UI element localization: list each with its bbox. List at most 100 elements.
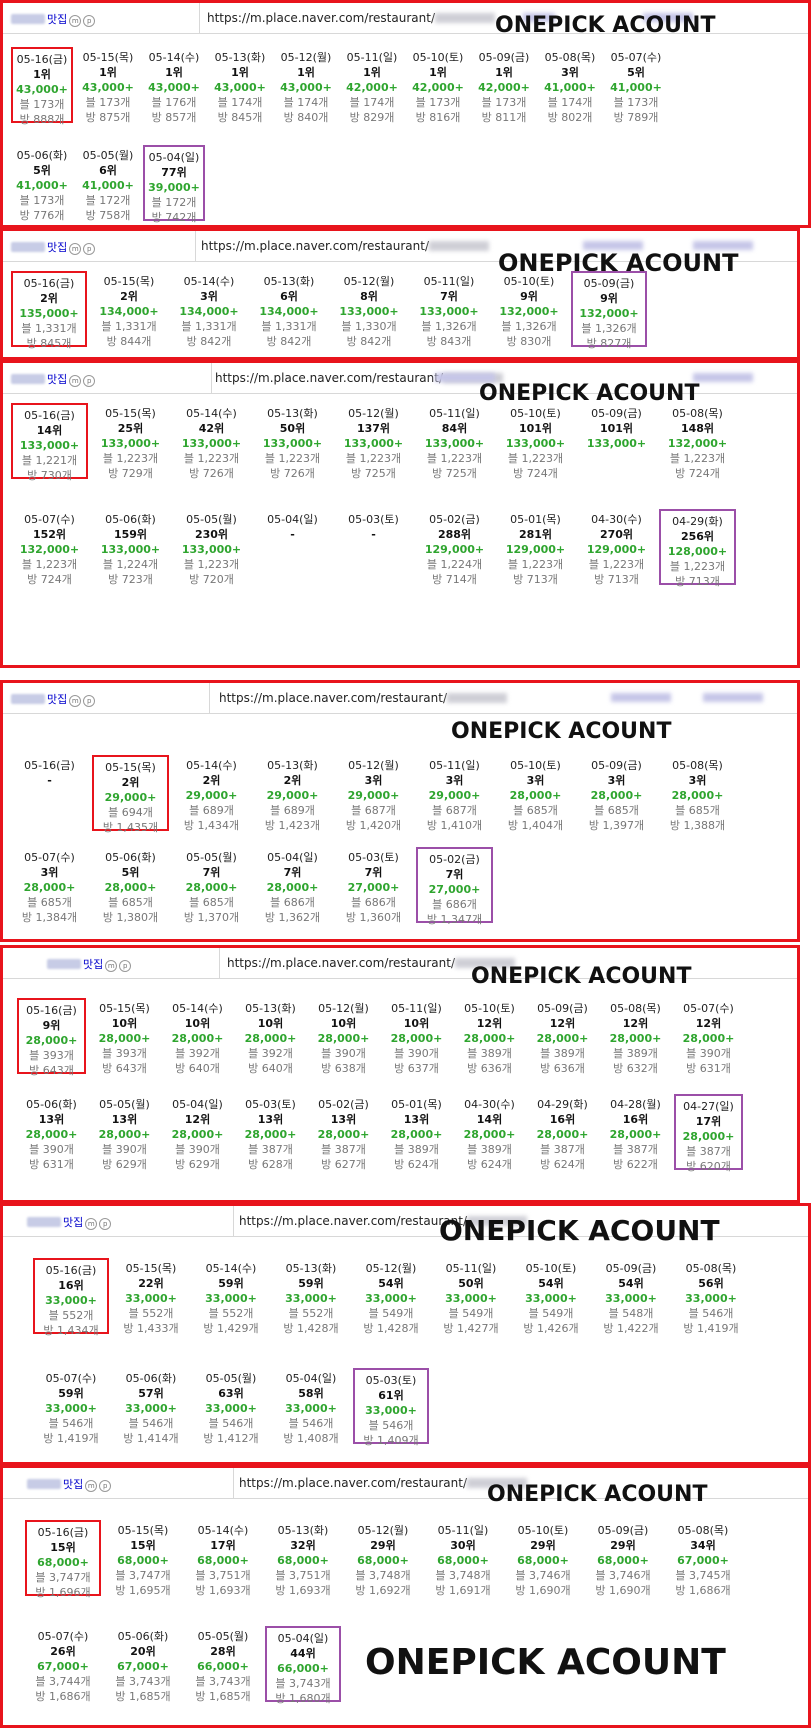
visit-review-count: 방 842개 bbox=[346, 335, 392, 348]
rank-cell: 05-12(월) 10위 28,000+ 블 390개 방 638개 bbox=[309, 998, 378, 1075]
date-label: 05-08(목) bbox=[677, 1524, 729, 1537]
place-url[interactable]: https://m.place.naver.com/restaurant/ bbox=[201, 239, 489, 253]
rank-cell: 05-14(수) 1위 43,000+ 블 176개 방 857개 bbox=[143, 47, 205, 124]
blog-review-count: 블 686개 bbox=[432, 898, 477, 911]
keyword-link[interactable]: 맛집 m p bbox=[11, 11, 96, 27]
visit-review-count: 방 802개 bbox=[547, 111, 593, 124]
blog-review-count: 블 685개 bbox=[189, 896, 234, 909]
rank-cell: 05-09(금) 29위 68,000+ 블 3,746개 방 1,690개 bbox=[585, 1520, 661, 1597]
visitor-count: 68,000+ bbox=[37, 1556, 89, 1569]
watermark-text: ONEPICK ACOUNT bbox=[479, 381, 700, 406]
rank-value: 61위 bbox=[378, 1389, 404, 1402]
rank-value: 22위 bbox=[138, 1277, 164, 1290]
date-label: 05-12(월) bbox=[357, 1524, 409, 1537]
visit-review-count: 방 624개 bbox=[540, 1158, 585, 1171]
keyword-link[interactable]: 맛집 m p bbox=[11, 371, 96, 387]
rank-value: 101위 bbox=[518, 422, 553, 435]
date-label: 05-05(월) bbox=[82, 149, 134, 162]
rank-cell: 05-13(화) 59위 33,000+ 블 552개 방 1,428개 bbox=[273, 1258, 349, 1335]
blog-review-count: 블 687개 bbox=[351, 804, 396, 817]
visit-review-count: 방 1,408개 bbox=[283, 1432, 339, 1445]
place-url[interactable]: https://m.place.naver.com/restaurant/ bbox=[219, 691, 507, 705]
place-badge-icon: p bbox=[119, 960, 132, 972]
place-badge-icon: p bbox=[99, 1218, 112, 1230]
rank-cell: 05-05(월) 28위 66,000+ 블 3,743개 방 1,685개 bbox=[185, 1626, 261, 1703]
rank-value: 63위 bbox=[218, 1387, 244, 1400]
ranking-panel: 맛집 m p https://m.place.naver.com/restaurant… bbox=[0, 945, 800, 1203]
blog-review-count: 블 389개 bbox=[394, 1143, 439, 1156]
blog-review-count: 블 1,223개 bbox=[264, 452, 321, 465]
place-url[interactable]: https://m.place.naver.com/restaurant/ bbox=[207, 11, 495, 25]
visit-review-count: 방 1,434개 bbox=[183, 819, 240, 832]
visit-review-count: 방 724개 bbox=[513, 467, 558, 480]
place-url-text: https://m.place.naver.com/restaurant/ bbox=[201, 239, 429, 253]
date-label: 05-12(월) bbox=[348, 759, 399, 772]
rank-cell: 05-02(금) 288위 129,000+ 블 1,224개 방 714개 bbox=[416, 509, 493, 586]
visit-review-count: 방 816개 bbox=[415, 111, 461, 124]
keyword-link[interactable]: 맛집 m p bbox=[27, 1476, 112, 1492]
watermark-text: ONEPICK ACOUNT bbox=[495, 13, 716, 38]
rank-cell: 05-09(금) 12위 28,000+ 블 389개 방 636개 bbox=[528, 998, 597, 1075]
visitor-count: 28,000+ bbox=[244, 1032, 297, 1045]
rank-cell: 05-08(목) 3위 41,000+ 블 174개 방 802개 bbox=[539, 47, 601, 124]
blog-review-count: 블 1,223개 bbox=[21, 558, 78, 571]
rank-value: 7위 bbox=[364, 866, 383, 879]
place-url[interactable]: https://m.place.naver.com/restaurant/ bbox=[227, 956, 515, 970]
date-label: 05-03(토) bbox=[245, 1098, 296, 1111]
visit-review-count: 방 875개 bbox=[85, 111, 131, 124]
mobile-badge-icon: m bbox=[69, 695, 82, 707]
visitor-count: 28,000+ bbox=[682, 1032, 735, 1045]
blog-review-count: 블 1,331개 bbox=[21, 322, 77, 335]
visit-review-count: 방 1,695개 bbox=[115, 1584, 171, 1597]
keyword-link[interactable]: 맛집 m p bbox=[11, 691, 96, 707]
blog-review-count: 블 1,330개 bbox=[341, 320, 397, 333]
ranking-panel: 맛집 m p https://m.place.naver.com/restaurant… bbox=[0, 1465, 811, 1728]
rank-cell: 05-03(토) - bbox=[335, 509, 412, 585]
blog-review-count: 블 3,751개 bbox=[275, 1569, 331, 1582]
date-label: 05-14(수) bbox=[183, 275, 235, 288]
rank-value: 16위 bbox=[622, 1113, 649, 1126]
blurred-info bbox=[643, 13, 693, 22]
visitor-count: 28,000+ bbox=[317, 1128, 370, 1141]
rank-cell: 05-08(목) 56위 33,000+ 블 546개 방 1,419개 bbox=[673, 1258, 749, 1335]
place-url[interactable]: https://m.place.naver.com/restaurant/ bbox=[239, 1476, 527, 1490]
visit-review-count: 방 843개 bbox=[426, 335, 472, 348]
blog-review-count: 블 387개 bbox=[613, 1143, 658, 1156]
blurred-info bbox=[435, 373, 495, 382]
visitor-count: 41,000+ bbox=[16, 179, 68, 192]
visitor-count: 29,000+ bbox=[266, 789, 319, 802]
mobile-badge-icon: m bbox=[105, 960, 118, 972]
visit-review-count: 방 829개 bbox=[349, 111, 395, 124]
date-label: 05-16(금) bbox=[45, 1264, 97, 1277]
place-url-text: https://m.place.naver.com/restaurant/ bbox=[215, 371, 443, 385]
place-url[interactable]: https://m.place.naver.com/restaurant/ bbox=[239, 1214, 527, 1228]
keyword-link[interactable]: 맛집 m p bbox=[27, 1214, 112, 1230]
rank-value: 54위 bbox=[618, 1277, 644, 1290]
rank-cell: 05-12(월) 137위 133,000+ 블 1,223개 방 725개 bbox=[335, 403, 412, 480]
blog-review-count: 블 3,743개 bbox=[195, 1675, 251, 1688]
date-label: 05-04(일) bbox=[277, 1632, 329, 1645]
date-label: 05-13(화) bbox=[267, 407, 318, 420]
rank-value: 10위 bbox=[257, 1017, 284, 1030]
rank-value: 7위 bbox=[283, 866, 302, 879]
rank-cell: 05-15(목) 2위 134,000+ 블 1,331개 방 844개 bbox=[91, 271, 167, 348]
rank-value: 256위 bbox=[680, 530, 715, 543]
visit-review-count: 방 636개 bbox=[467, 1062, 512, 1075]
rank-cell: 05-11(일) 84위 133,000+ 블 1,223개 방 725개 bbox=[416, 403, 493, 480]
mobile-badge-icon: m bbox=[69, 15, 82, 27]
blog-review-count: 블 1,221개 bbox=[21, 454, 78, 467]
rank-cell: 05-06(화) 159위 133,000+ 블 1,224개 방 723개 bbox=[92, 509, 169, 586]
rank-value: 20위 bbox=[130, 1645, 156, 1658]
visit-review-count: 방 726개 bbox=[189, 467, 234, 480]
rank-value: 270위 bbox=[599, 528, 634, 541]
rank-value: 17위 bbox=[695, 1115, 722, 1128]
keyword-link[interactable]: 맛집 m p bbox=[11, 239, 96, 255]
date-label: 05-02(금) bbox=[429, 513, 480, 526]
rank-cell: 05-09(금) 101위 133,000+ bbox=[578, 403, 655, 479]
keyword-link[interactable]: 맛집 m p bbox=[47, 956, 132, 972]
visit-review-count: 방 1,428개 bbox=[363, 1322, 419, 1335]
visit-review-count: 방 724개 bbox=[27, 573, 72, 586]
rank-value: 3위 bbox=[364, 774, 383, 787]
visitor-count: 134,000+ bbox=[259, 305, 319, 318]
rank-value: 84위 bbox=[441, 422, 468, 435]
